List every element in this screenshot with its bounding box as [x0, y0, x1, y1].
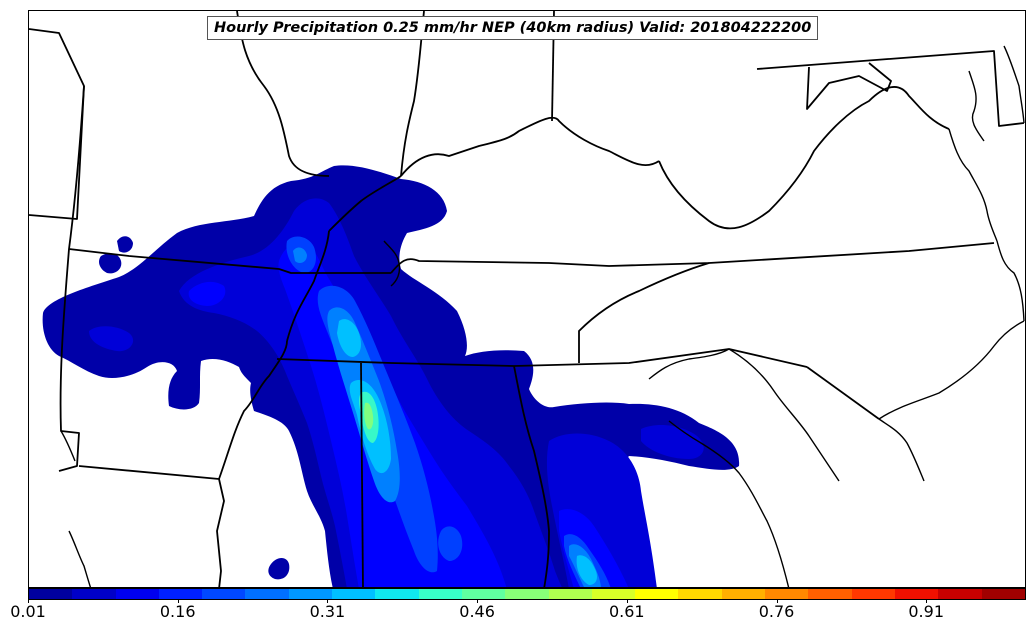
colorbar-segment [202, 589, 246, 599]
colorbar-segment [332, 589, 376, 599]
precip-contour-1 [89, 198, 704, 587]
colorbar-segment [938, 589, 982, 599]
colorbar-tick-mark [177, 600, 179, 603]
colorbar-segment [765, 589, 809, 599]
colorbar-segment [548, 589, 592, 599]
colorbar-segment [981, 589, 1025, 599]
colorbar-ticks: 0.01 0.16 0.31 0.46 0.61 0.76 0.91 [0, 600, 1036, 633]
colorbar-tick-label: 0.01 [10, 602, 46, 621]
map-panel [28, 10, 1026, 588]
colorbar-tick-label: 0.31 [309, 602, 346, 621]
colorbar-tick-label: 0.61 [608, 602, 645, 621]
colorbar-segment [505, 589, 549, 599]
precip-contour-5 [337, 319, 597, 585]
colorbar-tick-mark [477, 600, 479, 603]
colorbar-segment [721, 589, 766, 599]
precip-contour-0d [117, 236, 133, 253]
state-boundaries [29, 11, 1025, 587]
colorbar-segment [461, 589, 506, 599]
colorbar-tick-mark [626, 600, 628, 603]
colorbar-segment [115, 589, 159, 599]
precip-contour-0c [99, 253, 122, 274]
precip-contour-7 [364, 402, 374, 430]
colorbar-segment [29, 589, 73, 599]
colorbar-tick-label: 0.16 [159, 602, 196, 621]
colorbar-tick-label: 0.46 [459, 602, 495, 621]
colorbar-tick-mark [926, 600, 928, 603]
map-title: Hourly Precipitation 0.25 mm/hr NEP (40k… [207, 16, 819, 40]
colorbar-segment [635, 589, 679, 599]
colorbar-tick-label: 0.91 [908, 602, 944, 621]
precip-contour-0b [268, 558, 290, 580]
coastline [60, 45, 1025, 587]
precipitation-field [42, 165, 740, 587]
colorbar-segment [72, 589, 116, 599]
colorbar-segment [158, 589, 203, 599]
colorbar-segment [591, 589, 636, 599]
colorbar-segment [245, 589, 289, 599]
colorbar-segment [894, 589, 939, 599]
colorbar-tick-mark [327, 600, 329, 603]
colorbar-segment [678, 589, 722, 599]
colorbar-tick-mark [776, 600, 778, 603]
colorbar-tick-mark [28, 600, 29, 603]
colorbar-segment [418, 589, 462, 599]
colorbar-segment [851, 589, 895, 599]
colorbar [28, 588, 1026, 600]
colorbar-segment [808, 589, 852, 599]
precip-contour-4 [293, 247, 601, 587]
colorbar-segment [288, 589, 333, 599]
colorbar-tick-label: 0.76 [758, 602, 795, 621]
precipitation-map [29, 11, 1025, 587]
colorbar-segment [375, 589, 419, 599]
